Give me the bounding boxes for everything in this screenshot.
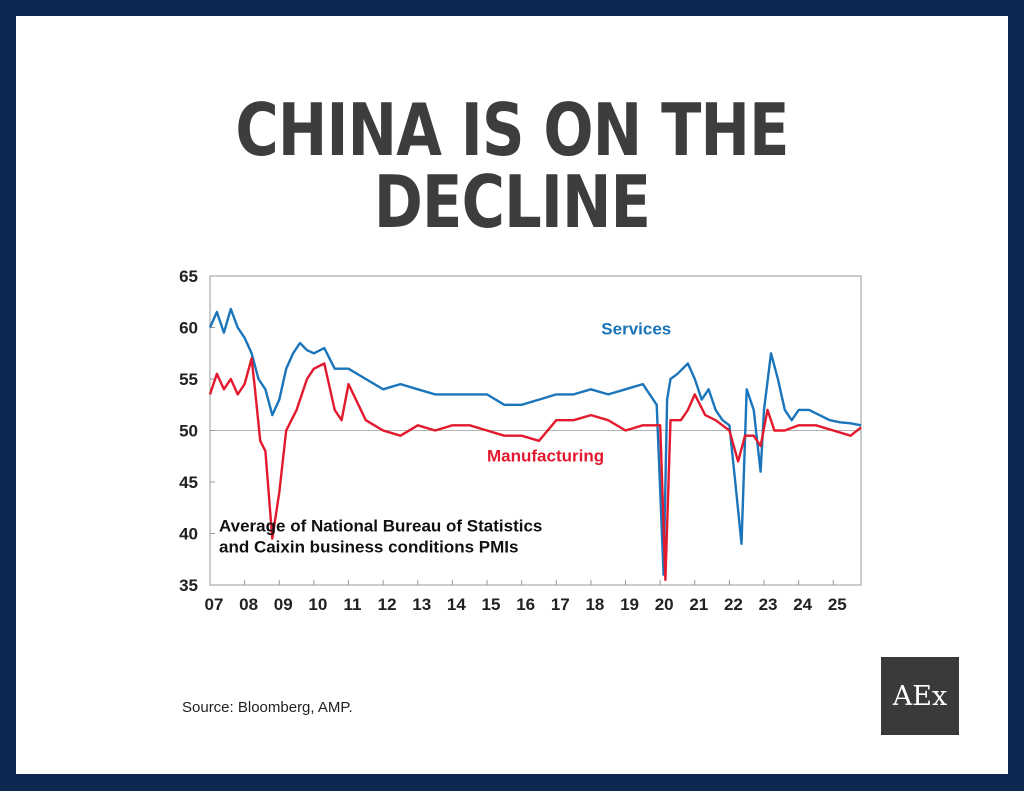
x-tick-label: 23 [759, 595, 778, 614]
services-label: Services [601, 320, 671, 339]
slide-card: CHINA IS ON THE DECLINE 35 40 45 50 55 60 65 07… [16, 16, 1008, 774]
x-tick-label: 12 [378, 595, 397, 614]
x-tick-label: 25 [828, 595, 847, 614]
manufacturing-label: Manufacturing [487, 446, 604, 465]
series-line-services [208, 307, 862, 576]
chart-annotation-line: and Caixin business conditions PMIs [219, 537, 518, 556]
y-tick-label: 65 [179, 267, 198, 286]
x-tick-label: 10 [308, 595, 327, 614]
logo-text: AEx [892, 680, 948, 712]
x-tick-label: 07 [205, 595, 224, 614]
x-tick-label: 20 [655, 595, 674, 614]
x-tick-label: 15 [482, 595, 501, 614]
y-tick-label: 45 [179, 473, 198, 492]
aex-logo: AEx [881, 657, 959, 735]
x-tick-label: 18 [585, 595, 604, 614]
y-tick-label: 50 [179, 422, 198, 441]
x-tick-label: 08 [239, 595, 258, 614]
y-tick-label: 40 [179, 525, 198, 544]
x-tick-label: 22 [724, 595, 743, 614]
x-tick-label: 14 [447, 595, 466, 614]
x-tick-label: 24 [793, 595, 812, 614]
x-tick-label: 17 [551, 595, 570, 614]
y-tick-label: 55 [179, 370, 198, 389]
source-note: Source: Bloomberg, AMP. [182, 699, 353, 716]
y-tick-label: 35 [179, 576, 198, 595]
y-tick-label: 60 [179, 319, 198, 338]
x-tick-label: 09 [274, 595, 293, 614]
series-line-manufacturing [208, 357, 862, 581]
chart-annotation-line: Average of National Bureau of Statistics [219, 516, 542, 535]
x-tick-label: 11 [344, 595, 362, 614]
x-tick-label: 21 [689, 595, 708, 614]
x-tick-label: 16 [516, 595, 535, 614]
slide-title: CHINA IS ON THE DECLINE [235, 88, 789, 244]
x-tick-label: 19 [620, 595, 639, 614]
pmi-line-chart: 35 40 45 50 55 60 65 07 08 09 10 11 12 13 14 15 16 17 18 19… [179, 267, 862, 614]
x-tick-label: 13 [412, 595, 431, 614]
